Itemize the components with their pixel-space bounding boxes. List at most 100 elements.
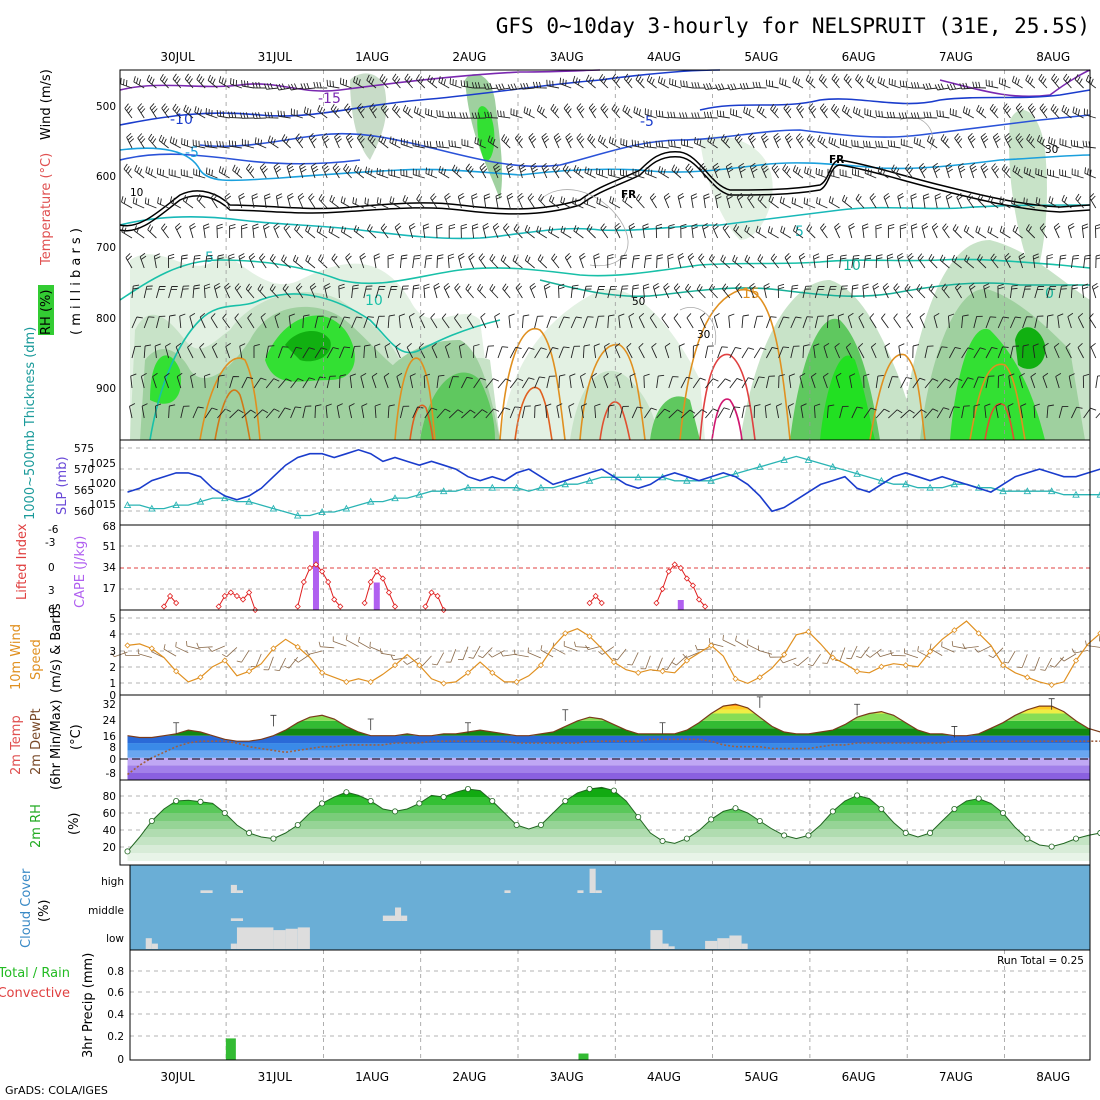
wind-barb bbox=[961, 314, 969, 329]
cape-bar bbox=[373, 582, 380, 610]
wind-barb bbox=[987, 226, 999, 239]
wind-barb bbox=[441, 313, 450, 329]
wind-barb bbox=[204, 373, 211, 389]
wind-barb bbox=[436, 408, 451, 419]
wind-barb bbox=[265, 378, 280, 389]
wind-barb bbox=[559, 77, 572, 89]
lifted-index-point bbox=[246, 589, 253, 596]
wind-barb bbox=[595, 315, 605, 329]
lifted-index-point bbox=[677, 564, 684, 572]
wind-barb bbox=[548, 195, 560, 209]
rh2m-point bbox=[1000, 810, 1007, 817]
wind-barb bbox=[815, 167, 828, 179]
wind-barb bbox=[260, 312, 267, 329]
wind-barb bbox=[216, 254, 224, 269]
wind-barb bbox=[241, 138, 255, 149]
wind-barb bbox=[262, 223, 270, 239]
thickness-tick: 560 bbox=[74, 506, 94, 518]
wind-barb bbox=[586, 224, 596, 239]
wind-barb bbox=[841, 104, 853, 119]
date-label-bottom: 7AUG bbox=[939, 1070, 973, 1084]
wind-barb bbox=[265, 408, 280, 419]
contour-label: FR bbox=[829, 154, 844, 166]
wind-barb bbox=[497, 346, 509, 359]
wind-barb bbox=[686, 313, 694, 329]
wind-barb bbox=[241, 223, 248, 239]
wind-barb bbox=[949, 108, 962, 119]
wind10-barb bbox=[1003, 650, 1016, 664]
wind-barb bbox=[431, 342, 438, 359]
wind-barb bbox=[281, 254, 291, 269]
wind-barb bbox=[922, 82, 938, 90]
wind-barb bbox=[790, 316, 802, 329]
wind-barb bbox=[618, 313, 625, 329]
cloud-bar-low bbox=[741, 943, 748, 949]
wind-barb bbox=[412, 168, 425, 179]
lifted-index-point bbox=[294, 603, 301, 610]
thickness-point bbox=[245, 497, 253, 505]
wind-barb bbox=[1046, 404, 1054, 419]
wind-barb bbox=[485, 345, 495, 359]
wind-barb bbox=[646, 74, 657, 89]
date-label-top: 8AUG bbox=[1036, 50, 1070, 64]
wind-barb bbox=[474, 137, 486, 149]
wind-tick: 4 bbox=[109, 629, 116, 641]
wind-barb bbox=[383, 372, 390, 389]
temp-band bbox=[127, 704, 1090, 707]
li-tick: 6 bbox=[48, 604, 55, 616]
wind-barb bbox=[743, 106, 755, 119]
wind10-barb bbox=[757, 645, 773, 655]
wind-barb bbox=[400, 138, 413, 149]
wind-barb bbox=[203, 223, 210, 239]
wind-barb bbox=[744, 254, 755, 269]
wind-barb bbox=[387, 314, 396, 329]
wind-barb bbox=[241, 409, 256, 419]
wind-tick: 5 bbox=[109, 613, 116, 625]
wind10-barb bbox=[856, 646, 870, 659]
wind-barb bbox=[259, 253, 267, 269]
cloud-bar-low bbox=[236, 927, 274, 949]
lifted-index-point bbox=[659, 585, 666, 593]
wind-barb bbox=[626, 342, 633, 359]
wind-barb bbox=[1023, 166, 1035, 179]
wind-barb bbox=[910, 112, 926, 119]
wind-barb bbox=[536, 104, 548, 119]
wind-barb bbox=[820, 223, 828, 239]
wind-barb bbox=[305, 254, 316, 269]
lifted-index-point bbox=[160, 603, 168, 610]
wind-barb bbox=[628, 313, 635, 329]
wind-barb bbox=[831, 73, 840, 89]
wind-barb bbox=[936, 110, 950, 119]
lifted-index-point bbox=[689, 582, 697, 589]
wind10-speed-line bbox=[127, 620, 1100, 686]
wind-barb bbox=[409, 373, 416, 389]
wind-barb bbox=[1019, 373, 1025, 389]
rh-label: RH (%) bbox=[39, 290, 54, 335]
wind-barb bbox=[294, 223, 304, 239]
wind-barb bbox=[864, 167, 877, 179]
wind-barb bbox=[664, 342, 671, 359]
wind-barb bbox=[573, 225, 584, 239]
wind-barb bbox=[413, 106, 426, 119]
temp-band bbox=[127, 720, 1090, 729]
precip-bar bbox=[578, 1053, 589, 1060]
wind-barb bbox=[375, 285, 386, 299]
thickness-point bbox=[1023, 487, 1032, 495]
wind-barb bbox=[210, 313, 218, 329]
wind-barb bbox=[425, 167, 438, 179]
slp-line bbox=[127, 448, 1100, 513]
rh2m-point bbox=[319, 800, 326, 807]
wind-barb bbox=[471, 82, 486, 89]
wind-barb bbox=[643, 254, 652, 269]
wind-barb bbox=[303, 106, 316, 119]
wind-barb bbox=[969, 162, 978, 179]
wind-barb bbox=[875, 374, 884, 389]
wind-barb bbox=[863, 373, 870, 389]
wind-barb bbox=[204, 254, 213, 269]
wind-barb bbox=[777, 283, 785, 299]
wind-barb bbox=[353, 75, 365, 89]
wind-barb bbox=[945, 193, 953, 209]
wind10-barb bbox=[358, 636, 371, 650]
wind-barb bbox=[852, 168, 865, 179]
wind-barb bbox=[945, 162, 953, 179]
